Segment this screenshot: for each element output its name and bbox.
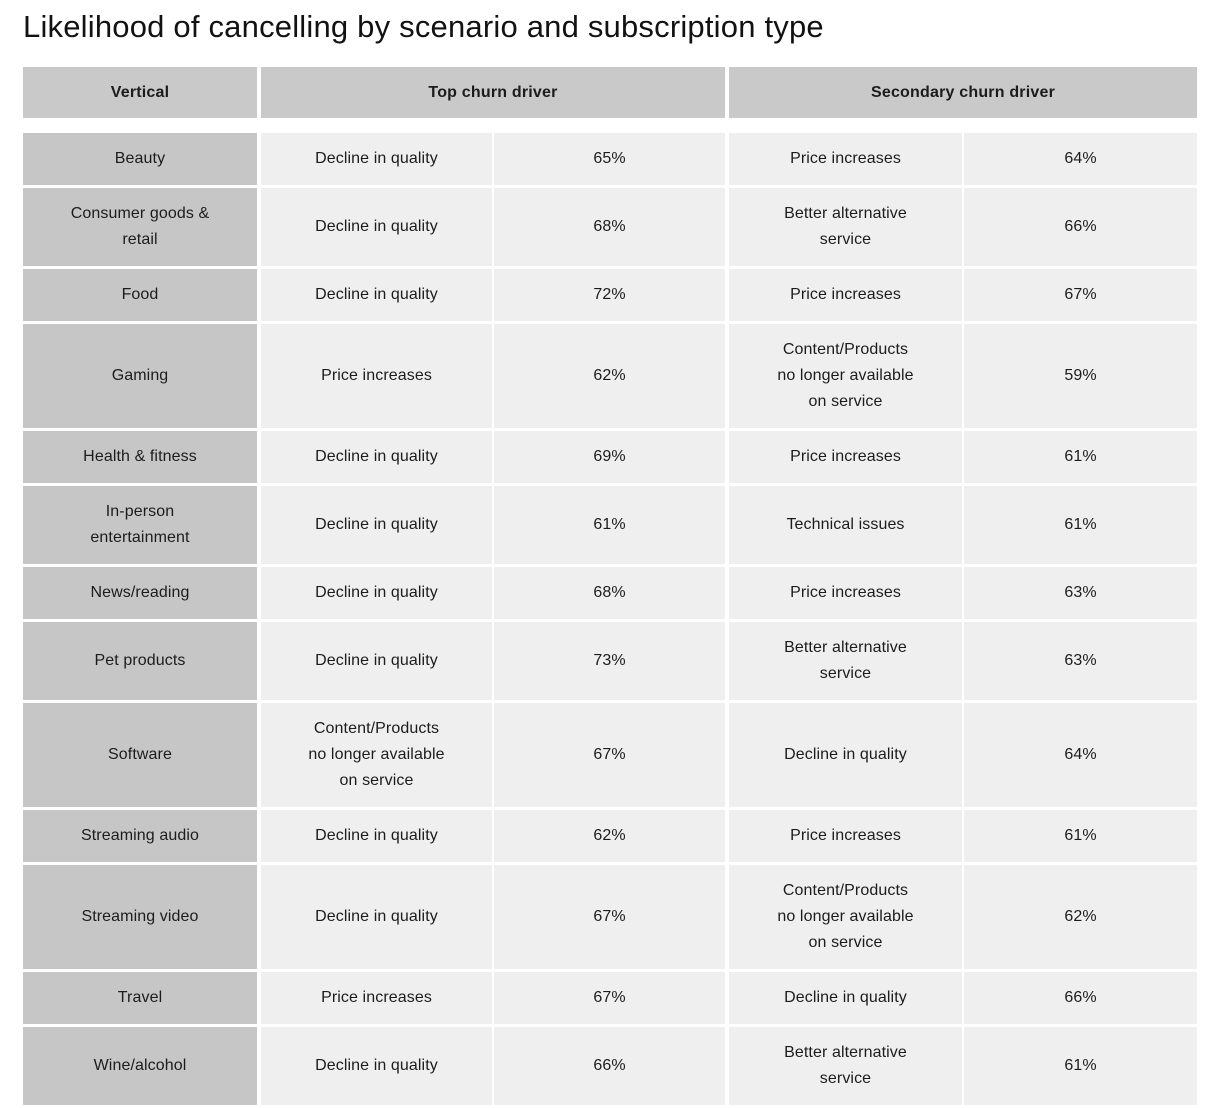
cell-secondary-driver-pct: 67% [964,269,1197,321]
table-row: Software Content/Products no longer avai… [23,703,1197,807]
cell-top-driver-pct: 72% [494,269,725,321]
cell-top-driver-pct: 67% [494,865,725,969]
cell-top-driver-pct: 62% [494,324,725,428]
cell-top-driver: Decline in quality [261,865,492,969]
table-row: Streaming video Decline in quality 67% C… [23,865,1197,969]
cell-vertical: Food [23,269,257,321]
cell-secondary-driver-pct: 62% [964,865,1197,969]
cell-top-driver-pct: 68% [494,188,725,266]
cell-vertical: Wine/alcohol [23,1027,257,1105]
cell-vertical: Consumer goods & retail [23,188,257,266]
page-title: Likelihood of cancelling by scenario and… [23,9,824,44]
table-row: Health & fitness Decline in quality 69% … [23,431,1197,483]
cell-vertical: Health & fitness [23,431,257,483]
header-vertical: Vertical [23,67,257,118]
cell-secondary-driver-pct: 64% [964,133,1197,185]
cell-top-driver: Price increases [261,972,492,1024]
cell-top-driver-pct: 68% [494,567,725,619]
table-row: Beauty Decline in quality 65% Price incr… [23,133,1197,185]
table-body: Beauty Decline in quality 65% Price incr… [23,133,1198,1105]
cell-secondary-driver: Price increases [729,810,962,862]
table-row: Pet products Decline in quality 73% Bett… [23,622,1197,700]
cell-secondary-driver: Price increases [729,269,962,321]
cell-top-driver: Decline in quality [261,188,492,266]
cell-secondary-driver: Better alternative service [729,622,962,700]
cell-secondary-driver-pct: 61% [964,1027,1197,1105]
cell-top-driver: Decline in quality [261,567,492,619]
cell-secondary-driver: Better alternative service [729,188,962,266]
cell-secondary-driver-pct: 59% [964,324,1197,428]
table-row: Consumer goods & retail Decline in quali… [23,188,1197,266]
table-row: In-person entertainment Decline in quali… [23,486,1197,564]
cell-top-driver: Price increases [261,324,492,428]
cell-vertical: Streaming audio [23,810,257,862]
cell-secondary-driver: Technical issues [729,486,962,564]
cell-top-driver-pct: 69% [494,431,725,483]
header-top-churn-driver: Top churn driver [261,67,725,118]
cell-vertical: Beauty [23,133,257,185]
header-secondary-churn-driver: Secondary churn driver [729,67,1197,118]
cell-top-driver-pct: 62% [494,810,725,862]
cell-top-driver: Content/Products no longer available on … [261,703,492,807]
cell-secondary-driver: Content/Products no longer available on … [729,865,962,969]
cell-secondary-driver-pct: 66% [964,972,1197,1024]
table-header-row: Vertical Top churn driver Secondary chur… [23,67,1197,118]
cell-top-driver: Decline in quality [261,810,492,862]
table-row: Food Decline in quality 72% Price increa… [23,269,1197,321]
cell-secondary-driver: Price increases [729,431,962,483]
cell-secondary-driver-pct: 66% [964,188,1197,266]
cell-vertical: Pet products [23,622,257,700]
table-row: Gaming Price increases 62% Content/Produ… [23,324,1197,428]
cell-vertical: News/reading [23,567,257,619]
cell-secondary-driver: Decline in quality [729,703,962,807]
cell-secondary-driver-pct: 63% [964,567,1197,619]
cell-vertical: Travel [23,972,257,1024]
cell-vertical: Software [23,703,257,807]
cell-top-driver: Decline in quality [261,133,492,185]
table-row: Streaming audio Decline in quality 62% P… [23,810,1197,862]
table-row: News/reading Decline in quality 68% Pric… [23,567,1197,619]
cell-secondary-driver-pct: 61% [964,431,1197,483]
cell-top-driver-pct: 61% [494,486,725,564]
cell-vertical: In-person entertainment [23,486,257,564]
cell-secondary-driver-pct: 64% [964,703,1197,807]
cell-top-driver-pct: 67% [494,972,725,1024]
cell-secondary-driver-pct: 61% [964,810,1197,862]
table-row: Travel Price increases 67% Decline in qu… [23,972,1197,1024]
cell-top-driver-pct: 67% [494,703,725,807]
cell-secondary-driver: Price increases [729,133,962,185]
cell-secondary-driver: Better alternative service [729,1027,962,1105]
cell-vertical: Streaming video [23,865,257,969]
cell-top-driver-pct: 65% [494,133,725,185]
churn-table: Vertical Top churn driver Secondary chur… [23,67,1198,1105]
table-row: Wine/alcohol Decline in quality 66% Bett… [23,1027,1197,1105]
cell-top-driver-pct: 73% [494,622,725,700]
cell-secondary-driver-pct: 63% [964,622,1197,700]
cell-vertical: Gaming [23,324,257,428]
cell-top-driver: Decline in quality [261,622,492,700]
cell-secondary-driver: Decline in quality [729,972,962,1024]
cell-top-driver: Decline in quality [261,1027,492,1105]
cell-top-driver: Decline in quality [261,269,492,321]
cell-top-driver-pct: 66% [494,1027,725,1105]
cell-secondary-driver-pct: 61% [964,486,1197,564]
cell-top-driver: Decline in quality [261,431,492,483]
cell-top-driver: Decline in quality [261,486,492,564]
cell-secondary-driver: Content/Products no longer available on … [729,324,962,428]
cell-secondary-driver: Price increases [729,567,962,619]
